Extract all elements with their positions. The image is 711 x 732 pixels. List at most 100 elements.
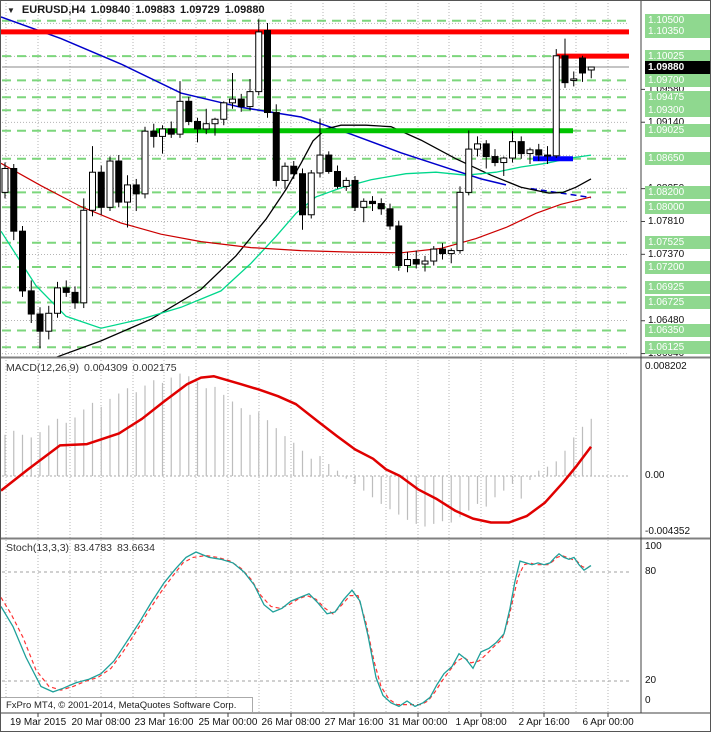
- bear-candle: [544, 154, 551, 157]
- bear-candle: [386, 208, 394, 227]
- time-axis-label: 23 Mar 16:00: [134, 717, 194, 728]
- bear-candle: [325, 154, 333, 172]
- bear-candle: [132, 184, 140, 195]
- stoch-scale-label: 100: [645, 541, 662, 552]
- ohlc-low: 1.09729: [180, 4, 220, 16]
- stoch-scale-label: 0: [645, 695, 651, 706]
- bull-candle: [229, 98, 236, 104]
- level-price-label: 1.06725: [645, 296, 710, 309]
- bull-candle: [526, 149, 534, 155]
- bull-candle: [430, 248, 438, 262]
- bear-candle: [561, 55, 569, 84]
- bear-candle: [71, 291, 79, 304]
- price-axis-label: 1.09140: [648, 117, 685, 128]
- bull-candle: [80, 209, 88, 304]
- ma-teal: [1, 154, 592, 329]
- bear-candle: [290, 165, 298, 175]
- bull-candle: [1, 167, 9, 193]
- bull-candle: [404, 259, 411, 267]
- macd-scale-label: 0.00: [645, 470, 665, 481]
- bear-candle: [27, 290, 35, 315]
- time-axis-label: 25 Mar 00:00: [198, 717, 258, 728]
- bull-candle: [500, 157, 508, 164]
- bull-candle: [45, 312, 53, 332]
- bull-candle: [552, 55, 560, 157]
- candles: [1, 19, 595, 349]
- bear-candle: [272, 112, 280, 181]
- level-price-label: 1.07525: [645, 236, 710, 249]
- bull-candle: [89, 171, 96, 211]
- bull-candle: [106, 160, 114, 208]
- stoch-level-lines: [2, 571, 629, 682]
- time-ticks: [37, 713, 609, 717]
- bear-candle: [150, 130, 158, 137]
- bull-candle: [281, 165, 289, 181]
- price-axis-label: 1.07370: [648, 249, 685, 260]
- bull-candle: [570, 78, 578, 81]
- time-axis-label: 19 Mar 2015: [10, 717, 67, 728]
- bear-candle: [482, 143, 490, 158]
- stoch-label: Stoch(13,3,3): [6, 542, 70, 554]
- bull-candle: [246, 91, 254, 108]
- bear-candle: [185, 100, 193, 122]
- macd-indicator-header: MACD(12,26,9) 0.004309 0.002175: [6, 362, 177, 374]
- bull-candle: [202, 123, 210, 130]
- bull-candle: [447, 250, 455, 255]
- level-price-label: 1.08650: [645, 152, 710, 165]
- macd-scale-label: 0.008202: [645, 361, 687, 372]
- stoch-indicator-header: Stoch(13,3,3) 83.4783 83.6634: [6, 542, 155, 554]
- bull-candle: [316, 154, 324, 174]
- bear-candle: [439, 248, 446, 255]
- bull-candle: [141, 130, 149, 195]
- bear-candle: [395, 225, 403, 267]
- bear-candle: [115, 160, 123, 203]
- level-price-label: 1.06125: [645, 341, 710, 354]
- bear-candle: [10, 167, 18, 232]
- level-price-label: 1.09475: [645, 91, 710, 104]
- stoch-k-line: [1, 551, 592, 708]
- bear-candle: [491, 156, 499, 164]
- bear-candle: [237, 98, 245, 108]
- ohlc-open: 1.09840: [90, 4, 131, 16]
- level-price-label: 1.10025: [645, 50, 710, 63]
- price-axis-label: 1.09580: [648, 84, 685, 95]
- stoch-scale-label: 80: [645, 566, 657, 577]
- bull-candle: [360, 200, 368, 208]
- bear-candle: [535, 149, 543, 156]
- macd-scale-label: -0.004352: [645, 526, 691, 537]
- bear-candle: [19, 230, 26, 292]
- bull-candle: [124, 184, 131, 203]
- bear-candle: [579, 57, 586, 74]
- level-price-label: 1.09700: [645, 74, 710, 87]
- bull-candle: [465, 148, 473, 193]
- bear-candle: [62, 287, 70, 293]
- time-axis-label: 31 Mar 00:00: [388, 717, 448, 728]
- bear-candle: [369, 200, 376, 205]
- macd-signal-line: [1, 375, 593, 524]
- price-axis-label: 1.07810: [648, 216, 685, 227]
- copyright-text: FxPro MT4, © 2001-2014, MetaQuotes Softw…: [1, 697, 253, 712]
- bull-candle: [587, 66, 595, 71]
- bear-candle: [167, 128, 175, 135]
- level-price-label: 1.06925: [645, 281, 710, 294]
- bull-candle: [220, 102, 228, 120]
- bull-candle: [176, 100, 184, 135]
- macd-label: MACD(12,26,9): [6, 362, 79, 374]
- symbol-dropdown-icon[interactable]: ▼: [7, 5, 15, 15]
- bull-candle: [255, 31, 263, 93]
- bear-candle: [517, 141, 525, 155]
- bear-candle: [264, 29, 271, 114]
- macd-value-main: 0.004309: [83, 362, 128, 374]
- bull-candle: [159, 128, 166, 137]
- bear-candle: [351, 179, 359, 208]
- bear-candle: [299, 173, 306, 216]
- level-price-label: 1.09025: [645, 124, 710, 137]
- level-price-label: 1.09300: [645, 104, 710, 117]
- bull-candle: [342, 179, 350, 187]
- stoch-value-d: 83.6634: [117, 542, 155, 554]
- level-price-label: 1.06350: [645, 324, 710, 337]
- stoch-value-k: 83.4783: [74, 542, 113, 554]
- symbol-period: EURUSD,H4: [21, 4, 86, 16]
